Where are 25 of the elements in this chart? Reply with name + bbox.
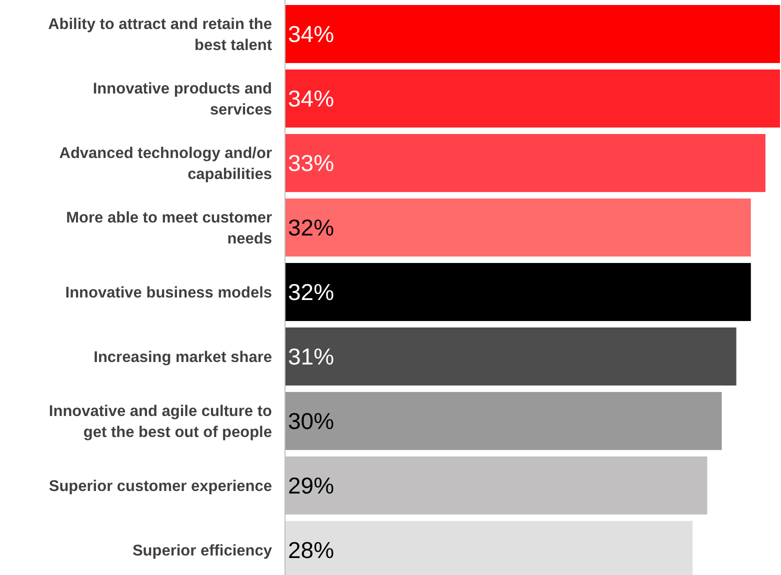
data-label: 32%: [288, 279, 334, 306]
y-tick-label: Advanced technology and/or capabilities: [59, 144, 272, 183]
y-tick-label: Innovative and agile culture to get the best out of people: [48, 402, 272, 441]
y-tick-label: Superior efficiency: [132, 542, 272, 560]
data-label: 29%: [288, 472, 334, 499]
y-tick-label: Innovative products and services: [92, 80, 272, 118]
data-label: 32%: [288, 214, 334, 241]
data-label: 33%: [288, 150, 334, 176]
bar: [285, 134, 766, 192]
bar: [285, 198, 751, 257]
data-label: 34%: [288, 21, 334, 48]
data-label: 31%: [288, 344, 334, 370]
data-label: 30%: [288, 408, 334, 434]
y-tick-label: Increasing market share: [94, 348, 272, 366]
y-tick-label: Innovative business models: [65, 284, 272, 302]
y-tick-label: More able to meet customer needs: [66, 209, 272, 248]
y-tick-label: Ability to attract and retain the best talent: [48, 16, 272, 54]
bar: [285, 327, 736, 386]
bar: [285, 392, 722, 450]
bar: [285, 262, 751, 322]
data-label: 28%: [288, 537, 334, 564]
y-tick-label: Superior customer experience: [48, 478, 272, 495]
data-label: 34%: [288, 86, 334, 112]
bar: [285, 5, 780, 64]
bar: [285, 69, 780, 128]
